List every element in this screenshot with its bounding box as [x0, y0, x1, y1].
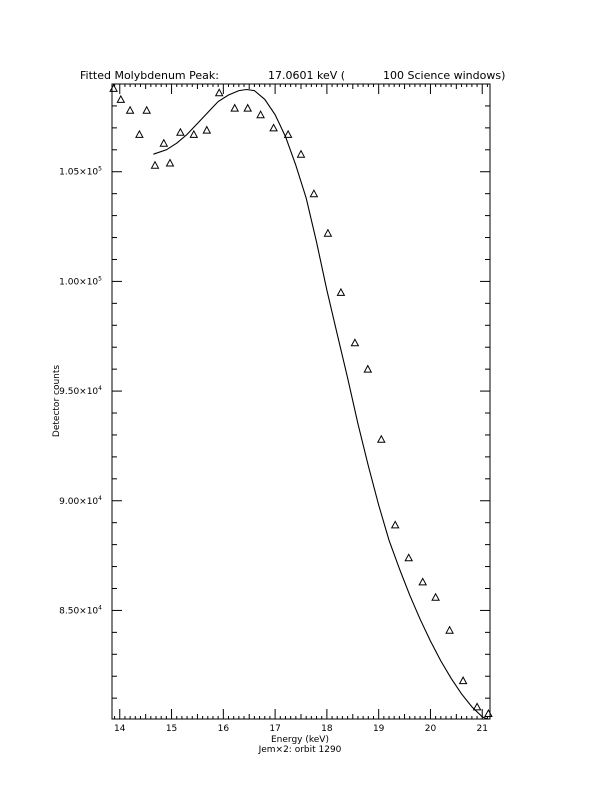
x-tick-label: 20	[425, 724, 437, 734]
data-point	[445, 625, 454, 634]
data-point	[296, 149, 306, 158]
data-point	[283, 129, 293, 138]
y-tick-label: 8.50×104	[59, 604, 102, 616]
data-point	[116, 94, 126, 103]
data-point	[165, 158, 175, 167]
x-tick-label: 16	[218, 724, 230, 734]
y-tick-label: 9.50×104	[59, 385, 102, 397]
x-axis-label: Energy (keV)	[271, 735, 329, 745]
x-tick-label: 21	[477, 724, 488, 734]
data-point	[309, 189, 319, 198]
chart-title-right: 100 Science windows)	[383, 69, 505, 82]
x-tick-label: 19	[373, 724, 385, 734]
plot-frame	[111, 83, 491, 720]
footer-subtitle: Jem×2: orbit 1290	[258, 745, 342, 755]
data-point	[336, 287, 346, 296]
data-point	[458, 676, 468, 685]
x-tick-label: 17	[269, 724, 280, 734]
data-point	[150, 160, 160, 169]
data-point	[418, 577, 428, 586]
data-point	[125, 105, 135, 114]
data-point	[243, 103, 253, 112]
y-axis-ticks: 8.50×104 9.00×104 9.50×104 1.00×105 1.05×105	[59, 105, 490, 699]
data-point	[202, 125, 212, 134]
fit-curve	[153, 88, 488, 720]
data-point	[142, 105, 152, 114]
data-point	[404, 553, 414, 562]
x-tick-label: 15	[166, 724, 177, 734]
x-axis-ticks: 14 15 16 17 18 19 20 21	[114, 84, 488, 734]
data-point	[323, 228, 333, 237]
y-tick-label: 1.05×105	[59, 166, 102, 178]
data-point	[431, 592, 440, 601]
data-point	[376, 434, 386, 443]
data-point	[256, 110, 265, 119]
chart-title-value: 17.0601 keV (	[268, 69, 345, 82]
x-tick-label: 14	[114, 724, 126, 734]
chart-title-left: Fitted Molybdenum Peak:	[80, 69, 219, 82]
y-tick-label: 1.00×105	[59, 275, 102, 287]
data-point	[390, 520, 400, 529]
data-point	[189, 129, 199, 138]
y-tick-label: 9.00×104	[59, 495, 102, 507]
data-point	[230, 103, 240, 112]
data-point	[135, 129, 144, 138]
data-points	[109, 83, 493, 717]
data-point	[159, 138, 169, 147]
data-point	[176, 127, 185, 136]
data-point	[109, 83, 118, 92]
data-point	[484, 708, 493, 717]
x-tick-label: 18	[321, 724, 333, 734]
data-point	[350, 338, 360, 347]
data-point	[472, 702, 482, 711]
y-axis-label: Detector counts	[52, 365, 62, 437]
data-point	[269, 123, 278, 132]
data-point	[363, 364, 373, 373]
data-point	[214, 88, 224, 97]
